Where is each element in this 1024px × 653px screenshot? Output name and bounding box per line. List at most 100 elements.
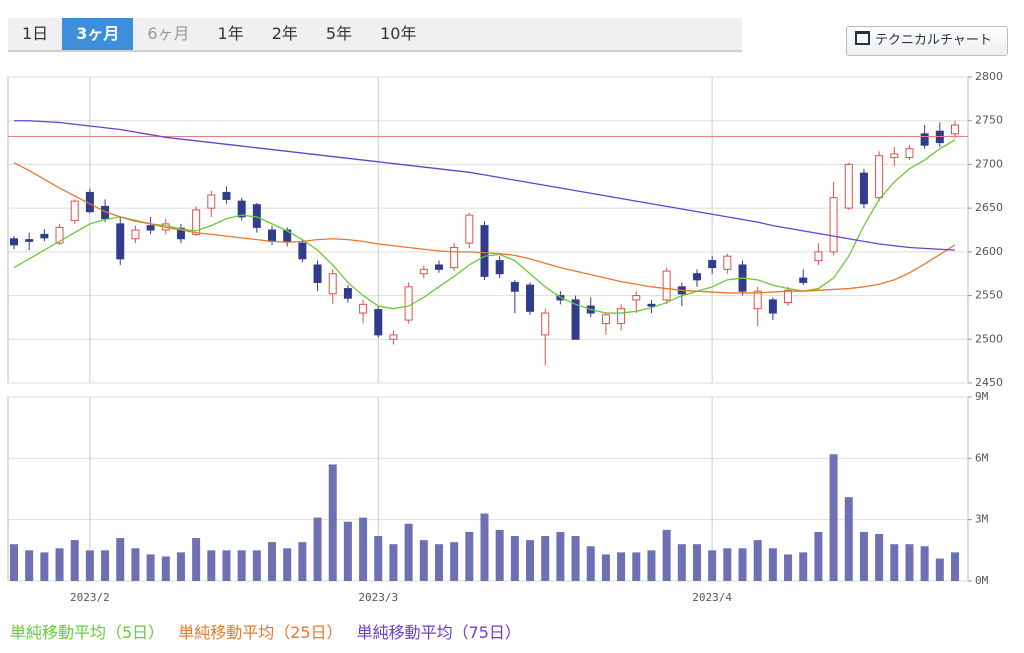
legend-entry: 単純移動平均（75日） — [356, 623, 521, 642]
candle-body — [419, 268, 428, 275]
period-tab[interactable]: 1年 — [217, 24, 244, 43]
candle-body — [313, 264, 322, 283]
period-tab[interactable]: 1日 — [22, 24, 49, 43]
volume-bar — [161, 556, 170, 581]
volume-bar — [10, 544, 18, 581]
volume-bar — [768, 548, 777, 581]
volume-bar — [237, 550, 246, 581]
candle-body — [465, 214, 474, 244]
candle-body — [920, 133, 929, 146]
volume-bar — [692, 544, 701, 581]
period-tab[interactable]: 3ヶ月 — [62, 18, 134, 50]
candle-body — [875, 155, 884, 199]
volume-bar — [859, 531, 868, 581]
period-tab[interactable]: 5年 — [325, 24, 353, 43]
candle-body — [222, 191, 231, 200]
candle-body — [723, 255, 732, 270]
candle-body — [131, 229, 140, 240]
volume-bar — [268, 542, 277, 581]
volume-bar — [571, 536, 580, 581]
y-tick-label: 2550 — [975, 289, 1003, 302]
candle-body — [359, 303, 368, 314]
volume-bar — [799, 552, 808, 581]
candle-body — [343, 288, 352, 299]
period-tab[interactable]: 6ヶ月 — [147, 24, 190, 43]
candle-body — [859, 172, 868, 205]
candle-body — [844, 163, 853, 209]
volume-bar — [647, 550, 656, 581]
volume-bar — [829, 454, 838, 581]
candle-body — [951, 124, 959, 135]
chart: 2450 2500 2550 2600 2650 2700 2750 2800 0M 3M 6M 9M… — [7, 70, 1003, 604]
volume-bar — [131, 548, 140, 581]
candle-body — [647, 303, 656, 307]
volume-bar — [662, 529, 671, 581]
candle-body — [268, 229, 277, 242]
legend-entry: 単純移動平均（5日） — [10, 623, 165, 642]
candle-body — [374, 309, 383, 336]
volume-bar — [708, 550, 717, 581]
y-tick-label: 2450 — [975, 376, 1003, 389]
volume-bar — [935, 558, 944, 581]
candle-body — [495, 260, 504, 275]
candle-body — [237, 200, 246, 218]
volume-bar — [192, 538, 201, 581]
volume-bar — [328, 464, 337, 581]
candle-body — [328, 273, 337, 295]
candle-body — [192, 209, 201, 235]
candle-body — [601, 314, 610, 325]
volume-bar — [905, 544, 914, 581]
volume-bar — [541, 536, 550, 581]
candle-body — [814, 251, 823, 262]
legend-entry: 単純移動平均（25日） — [178, 623, 343, 642]
candle-body — [25, 239, 34, 242]
volume-bar — [495, 529, 504, 581]
candle-body — [905, 148, 914, 158]
candle-body — [829, 197, 838, 253]
volume-bar — [556, 531, 565, 581]
candle-body — [753, 290, 762, 310]
volume-bar — [55, 548, 64, 581]
candle-body — [176, 227, 185, 240]
candle-body — [283, 229, 292, 242]
volume-bar — [419, 540, 428, 581]
candle-body — [389, 334, 398, 340]
volume-bar — [176, 552, 185, 581]
candle-body — [404, 286, 413, 321]
x-tick-label: 2023/3 — [358, 591, 398, 604]
x-tick-label: 2023/4 — [692, 591, 732, 604]
candle-body — [10, 238, 18, 246]
candle-body — [768, 299, 777, 314]
x-tick-label: 2023/2 — [70, 591, 110, 604]
y-tick-label: 2650 — [975, 201, 1003, 214]
volume-bar — [723, 548, 732, 581]
volume-bar — [343, 521, 352, 581]
candle-body — [708, 260, 717, 269]
candle-body — [784, 289, 793, 304]
period-tab[interactable]: 2年 — [271, 24, 298, 43]
volume-bar — [844, 497, 853, 581]
volume-bar — [359, 517, 368, 581]
volume-bar — [753, 540, 762, 581]
candle-body — [116, 223, 125, 260]
y-tick-label: 3M — [975, 513, 989, 526]
volume-bar — [632, 552, 641, 581]
volume-bar — [252, 550, 261, 581]
candle-body — [207, 194, 216, 209]
volume-bar — [677, 544, 686, 581]
volume-bar — [283, 548, 292, 581]
technical-chart-button[interactable]: テクニカルチャート — [846, 26, 1008, 56]
volume-bar — [374, 536, 383, 581]
candle-body — [55, 226, 64, 244]
button-label: テクニカルチャート — [875, 33, 992, 48]
volume-bar — [617, 552, 626, 581]
volume-bar — [586, 546, 595, 581]
y-tick-label: 0M — [975, 574, 989, 587]
y-tick-label: 2600 — [975, 245, 1003, 258]
volume-bar — [784, 554, 793, 581]
volume-bar — [875, 533, 884, 581]
volume-bar — [465, 531, 474, 581]
moving-average-line — [13, 139, 956, 314]
period-tab[interactable]: 10年 — [380, 24, 417, 43]
